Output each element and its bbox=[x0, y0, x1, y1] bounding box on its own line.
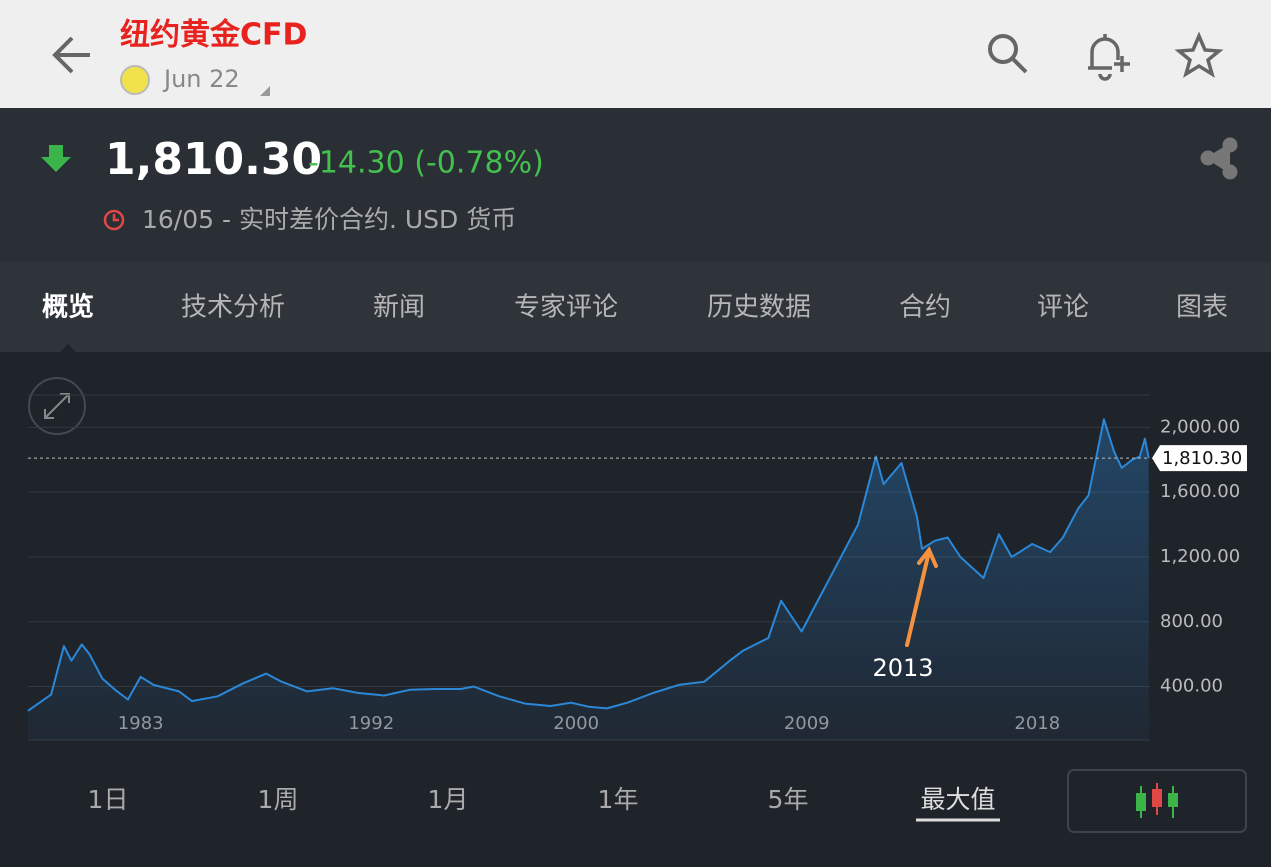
last-price-tag bbox=[1152, 445, 1247, 472]
y-tick-label: 2,000.00 bbox=[1160, 416, 1240, 437]
price-line bbox=[27, 418, 1150, 712]
y-tick-label: 1,600.00 bbox=[1160, 481, 1240, 502]
range-button[interactable]: 1周 bbox=[258, 785, 299, 814]
clock-icon bbox=[103, 209, 125, 231]
date-label[interactable]: Jun 22 bbox=[162, 65, 240, 93]
tabs: 概览 技术分析 新闻 专家评论 历史数据 合约 评论 图表 bbox=[42, 293, 1228, 353]
quote-panel bbox=[0, 108, 1271, 262]
search-button[interactable] bbox=[988, 34, 1028, 74]
range-button[interactable]: 1月 bbox=[428, 785, 469, 814]
flag-icon bbox=[120, 65, 150, 95]
top-bar bbox=[0, 0, 1271, 108]
annotation-arrow bbox=[905, 546, 938, 647]
tab-bar bbox=[0, 262, 1271, 352]
tab[interactable]: 专家评论 bbox=[514, 293, 618, 323]
alert-button[interactable] bbox=[1088, 34, 1130, 81]
expand-icon bbox=[44, 393, 70, 419]
down-arrow-icon bbox=[41, 145, 71, 172]
range-selector: 1日 1周 1月 1年 5年 最大值 bbox=[88, 785, 1000, 822]
tab[interactable]: 新闻 bbox=[373, 293, 425, 323]
active-tab-indicator bbox=[59, 344, 77, 353]
candlestick-icon bbox=[1136, 783, 1178, 818]
area-fill bbox=[28, 419, 1149, 740]
range-button[interactable]: 1日 bbox=[88, 785, 129, 814]
tab[interactable]: 评论 bbox=[1037, 293, 1089, 323]
y-tick-label: 400.00 bbox=[1160, 676, 1223, 697]
expand-button[interactable] bbox=[28, 377, 86, 435]
instrument-title: 纽约黄金CFD bbox=[120, 18, 307, 53]
tab[interactable]: 图表 bbox=[1176, 293, 1228, 323]
tab[interactable]: 概览 bbox=[42, 293, 94, 323]
last-price-label: 1,810.30 bbox=[1162, 448, 1242, 469]
y-tick-label: 1,200.00 bbox=[1160, 546, 1240, 567]
range-button[interactable]: 1年 bbox=[598, 785, 639, 814]
tab[interactable]: 历史数据 bbox=[707, 293, 811, 323]
price: 1,810.30 bbox=[105, 134, 322, 185]
tab[interactable]: 合约 bbox=[899, 293, 951, 323]
back-button[interactable] bbox=[52, 36, 90, 74]
chart-type-button[interactable] bbox=[1067, 769, 1247, 833]
range-button[interactable]: 5年 bbox=[768, 785, 809, 814]
dropdown-indicator bbox=[260, 86, 270, 96]
watchlist-button[interactable] bbox=[1174, 31, 1224, 78]
plot: 400.00800.001,200.001,600.002,000.001983… bbox=[27, 416, 1247, 740]
price-change: -14.30 (-0.78%) bbox=[308, 146, 544, 181]
quote-info: 16/05 - 实时差价合约. USD 货币 bbox=[142, 205, 516, 234]
tab[interactable]: 技术分析 bbox=[181, 293, 285, 323]
y-tick-label: 800.00 bbox=[1160, 611, 1223, 632]
annotation-label: 2013 bbox=[872, 654, 933, 682]
share-button[interactable] bbox=[1200, 137, 1238, 180]
range-button[interactable]: 最大值 bbox=[920, 785, 995, 814]
